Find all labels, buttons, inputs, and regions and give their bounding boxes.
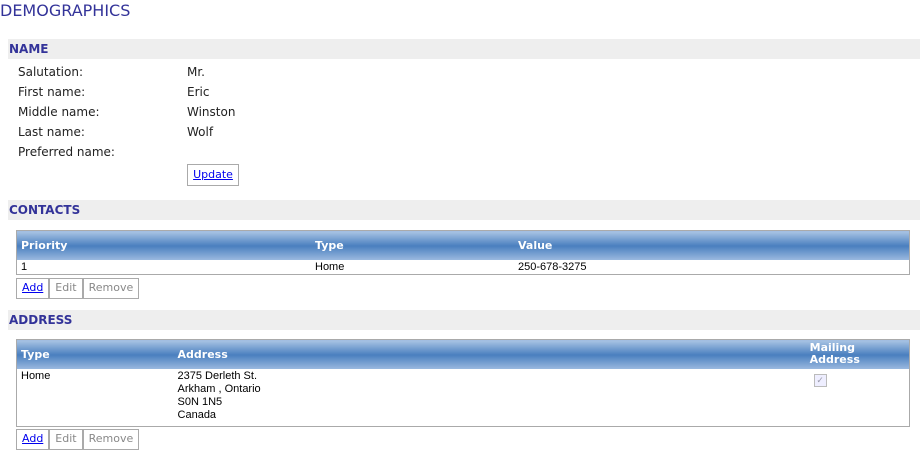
salutation-label: Salutation:	[18, 65, 83, 79]
priority-cell: 1	[21, 260, 28, 273]
salutation-value: Mr.	[187, 65, 205, 79]
address-line: 2375 Derleth St.	[177, 369, 258, 382]
first-name-value: Eric	[187, 85, 210, 99]
column-mailing-address[interactable]: Mailing Address	[805, 339, 910, 369]
table-row[interactable]: Home 2375 Derleth St. Arkham , Ontario S…	[17, 369, 910, 427]
table-row[interactable]: 1 Home 250-678-3275	[17, 260, 910, 275]
middle-name-value: Winston	[187, 105, 236, 119]
middle-name-label: Middle name:	[18, 105, 100, 119]
first-name-label: First name:	[18, 85, 86, 99]
type-cell: Home	[21, 369, 51, 382]
address-table: Type Address Mailing Address Home 2375 D…	[16, 339, 910, 427]
column-type[interactable]: Type	[311, 230, 514, 260]
last-name-value: Wolf	[187, 125, 214, 139]
remove-address-button[interactable]: Remove	[82, 429, 140, 450]
page-title: DEMOGRAPHICS	[0, 1, 131, 20]
contacts-table: Priority Type Value 1 Home 250-678-3275	[16, 230, 910, 275]
column-value[interactable]: Value	[514, 230, 910, 260]
column-type[interactable]: Type	[16, 339, 174, 369]
address-line: Arkham , Ontario	[177, 382, 261, 395]
section-header-name: NAME	[8, 39, 920, 59]
table-header-row: Type Address Mailing Address	[16, 339, 910, 369]
section-header-contacts: CONTACTS	[8, 200, 920, 220]
edit-address-button[interactable]: Edit	[49, 429, 83, 450]
add-address-button[interactable]: Add	[16, 429, 50, 450]
add-contact-button[interactable]: Add	[16, 278, 50, 299]
mailing-address-checkbox[interactable]: ✓	[813, 373, 827, 387]
update-button[interactable]: Update	[187, 164, 239, 186]
column-address[interactable]: Address	[173, 339, 806, 369]
address-line: S0N 1N5	[177, 395, 223, 408]
table-header-row: Priority Type Value	[16, 230, 910, 260]
value-cell: 250-678-3275	[518, 260, 587, 273]
mailing-cell: ✓	[806, 369, 910, 427]
address-line: Canada	[177, 408, 217, 421]
section-header-address: ADDRESS	[8, 310, 920, 330]
last-name-label: Last name:	[18, 125, 85, 139]
edit-contact-button[interactable]: Edit	[49, 278, 83, 299]
column-priority[interactable]: Priority	[16, 230, 311, 260]
type-cell: Home	[315, 260, 345, 273]
address-cell: 2375 Derleth St. Arkham , Ontario S0N 1N…	[174, 369, 806, 427]
remove-contact-button[interactable]: Remove	[82, 278, 140, 299]
preferred-name-label: Preferred name:	[18, 145, 115, 159]
